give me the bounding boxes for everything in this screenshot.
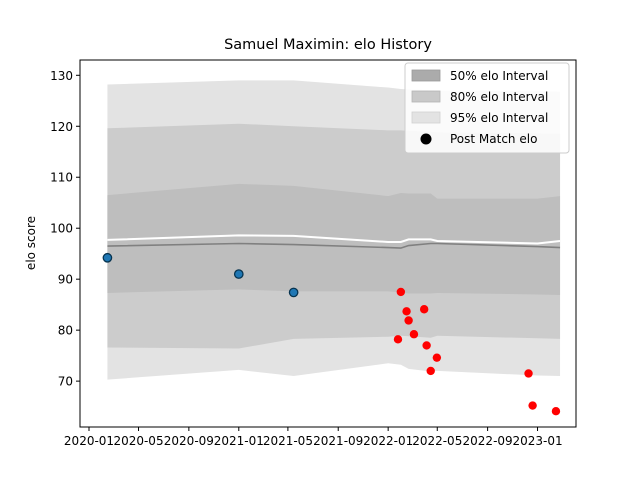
legend: 50% elo Interval 80% elo Interval 95% el… <box>404 62 570 154</box>
legend-swatch-95 <box>411 111 441 124</box>
post-match-elo-point <box>551 407 561 416</box>
y-tick-label: 120 <box>50 120 73 134</box>
legend-swatch-80 <box>411 90 441 103</box>
post-match-elo-point <box>524 369 533 378</box>
x-tick-label: 2021-05 <box>263 434 313 448</box>
post-match-elo-point <box>426 366 435 376</box>
x-tick-label: 2022-09 <box>463 434 513 448</box>
x-tick-label: 2020-05 <box>113 434 163 448</box>
x-tick-label: 2022-01 <box>363 434 413 448</box>
post-match-elo-point <box>528 401 537 410</box>
x-tick-label: 2023-01 <box>512 434 562 448</box>
mean-elo-line <box>107 234 561 245</box>
median-elo-line <box>107 242 561 249</box>
post-match-elo-point <box>404 316 413 325</box>
plot-area <box>102 80 561 416</box>
y-tick-label: 130 <box>50 69 73 83</box>
legend-swatch-50 <box>411 69 441 82</box>
chart-title: Samuel Maximin: elo History <box>224 37 432 53</box>
y-axis-label: elo score <box>24 216 38 270</box>
legend-marker-post-match <box>420 133 432 145</box>
axes-frame <box>79 59 577 428</box>
x-tick-label: 2022-05 <box>412 434 462 448</box>
x-tick-label: 2020-01 <box>64 434 114 448</box>
legend-frame <box>404 62 570 154</box>
post-match-elo-point <box>393 335 403 344</box>
post-match-elo-point <box>233 269 244 279</box>
x-tick-label: 2021-01 <box>214 434 264 448</box>
post-match-elo-point <box>396 287 406 297</box>
post-match-elo-point <box>288 287 299 298</box>
y-tick-label: 110 <box>50 171 73 185</box>
post-match-elo-point <box>422 341 431 350</box>
post-match-elo-point <box>432 353 442 362</box>
y-tick-label: 100 <box>50 222 73 236</box>
post-match-elo-point <box>402 307 411 316</box>
post-match-elo-point <box>419 305 429 314</box>
post-match-elo-point <box>102 252 113 263</box>
x-tick-label: 2020-09 <box>164 434 214 448</box>
y-tick-label: 80 <box>58 324 73 338</box>
legend-label-95: 95% elo Interval <box>450 111 548 125</box>
y-tick-label: 70 <box>58 375 73 389</box>
legend-label-80: 80% elo Interval <box>450 90 548 104</box>
post-match-elo-point <box>409 330 419 339</box>
legend-label-post-match: Post Match elo <box>450 132 537 146</box>
y-tick-label: 90 <box>58 273 73 287</box>
legend-label-50: 50% elo Interval <box>450 69 548 83</box>
x-tick-label: 2021-09 <box>313 434 363 448</box>
